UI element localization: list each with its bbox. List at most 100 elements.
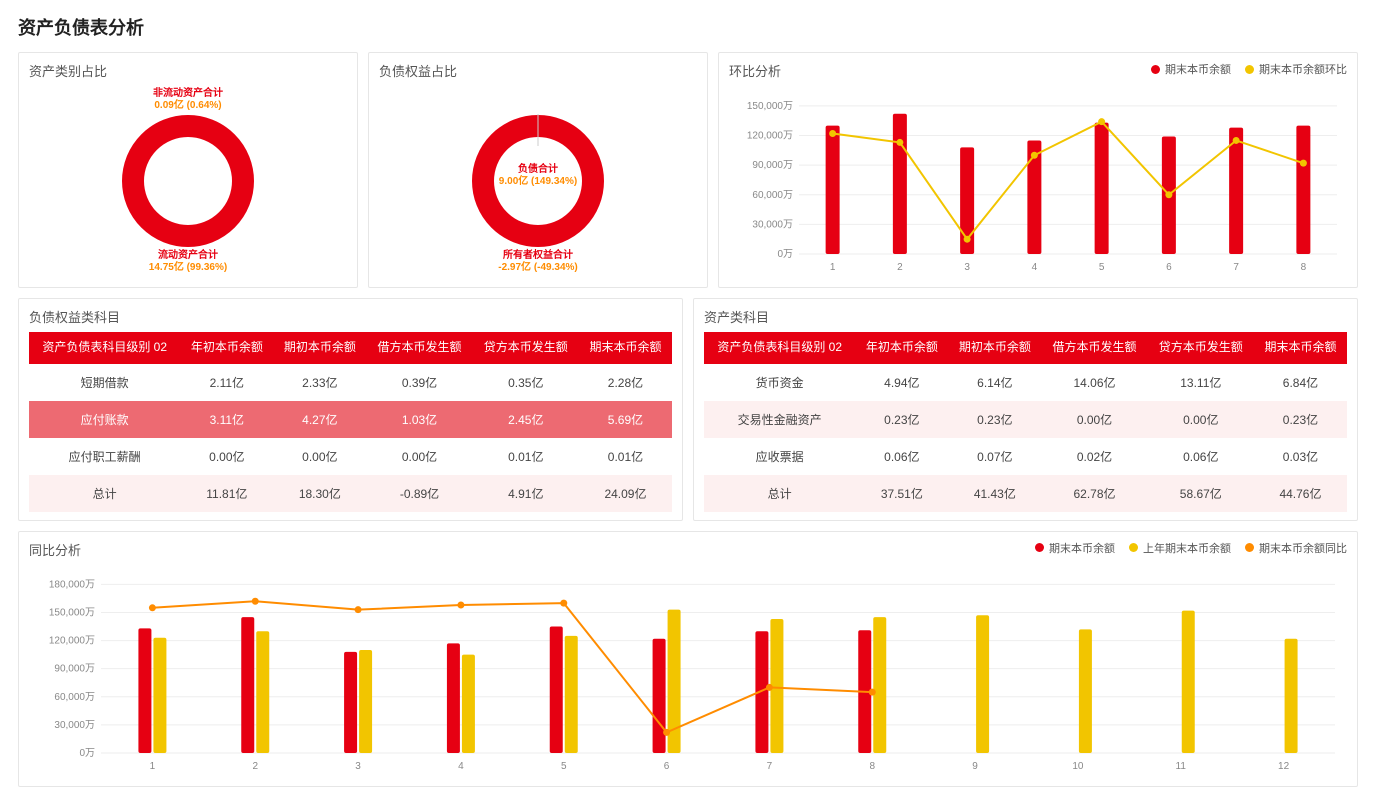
table-cell: 0.39亿	[366, 364, 472, 401]
table-row[interactable]: 应收票据0.06亿0.07亿0.02亿0.06亿0.03亿	[704, 438, 1347, 475]
svg-text:3: 3	[964, 262, 970, 273]
table-header-cell: 贷方本币发生额	[1148, 332, 1254, 364]
table-row[interactable]: 交易性金融资产0.23亿0.23亿0.00亿0.00亿0.23亿	[704, 401, 1347, 438]
table-cell: 0.03亿	[1254, 438, 1347, 475]
card-title-table1: 负债权益类科目	[29, 307, 672, 326]
svg-text:180,000万: 180,000万	[49, 579, 95, 590]
card-donut-liab: 负债权益占比 负债合计 9.00亿 (149.34%) 所有者权益合计 -2.9…	[368, 52, 708, 288]
table-row[interactable]: 应付职工薪酬0.00亿0.00亿0.00亿0.01亿0.01亿	[29, 438, 672, 475]
card-title-table2: 资产类科目	[704, 307, 1347, 326]
table-cell: 62.78亿	[1041, 475, 1147, 512]
legend-label: 期末本币余额环比	[1259, 61, 1347, 77]
legend-dot-icon	[1245, 65, 1254, 74]
table-cell: -0.89亿	[366, 475, 472, 512]
table2: 资产负债表科目级别 02年初本币余额期初本币余额借方本币发生额贷方本币发生额期末…	[704, 332, 1347, 512]
table-cell: 0.01亿	[473, 438, 579, 475]
table-header-cell: 期末本币余额	[1254, 332, 1347, 364]
table1-header-row: 资产负债表科目级别 02年初本币余额期初本币余额借方本币发生额贷方本币发生额期末…	[29, 332, 672, 364]
table-cell: 0.23亿	[855, 401, 948, 438]
table-row[interactable]: 应付账款3.11亿4.27亿1.03亿2.45亿5.69亿	[29, 401, 672, 438]
table-cell: 货币资金	[704, 364, 855, 401]
svg-text:8: 8	[1301, 262, 1307, 273]
svg-text:30,000万: 30,000万	[752, 219, 793, 230]
table-cell: 2.11亿	[180, 364, 273, 401]
table-row[interactable]: 货币资金4.94亿6.14亿14.06亿13.11亿6.84亿	[704, 364, 1347, 401]
table-cell: 应付职工薪酬	[29, 438, 180, 475]
card-title-hb: 环比分析	[729, 61, 781, 80]
table-cell: 4.27亿	[273, 401, 366, 438]
svg-text:9: 9	[972, 761, 978, 772]
row-1: 资产类别占比 非流动资产合计 0.09亿 (0.64%) 流动资产合计 14.7…	[18, 52, 1358, 288]
table-header-cell: 期末本币余额	[579, 332, 672, 364]
legend-dot-icon	[1245, 543, 1254, 552]
svg-text:60,000万: 60,000万	[752, 190, 793, 201]
svg-text:150,000万: 150,000万	[747, 101, 793, 112]
svg-text:60,000万: 60,000万	[54, 691, 95, 702]
table-cell: 58.67亿	[1148, 475, 1254, 512]
legend-item: 期末本币余额环比	[1245, 61, 1347, 77]
legend-dot-icon	[1035, 543, 1044, 552]
table-cell: 应收票据	[704, 438, 855, 475]
legend-item: 期末本币余额	[1035, 540, 1115, 556]
table-cell: 0.02亿	[1041, 438, 1147, 475]
table-cell: 41.43亿	[948, 475, 1041, 512]
table-header-cell: 资产负债表科目级别 02	[704, 332, 855, 364]
svg-text:11: 11	[1176, 761, 1187, 772]
table-row[interactable]: 短期借款2.11亿2.33亿0.39亿0.35亿2.28亿	[29, 364, 672, 401]
table-cell: 3.11亿	[180, 401, 273, 438]
hb-legend: 期末本币余额 期末本币余额环比	[1151, 61, 1347, 77]
table2-header-row: 资产负债表科目级别 02年初本币余额期初本币余额借方本币发生额贷方本币发生额期末…	[704, 332, 1347, 364]
donut1-label-bottom: 流动资产合计 14.75亿 (99.36%)	[149, 250, 227, 274]
table-cell: 37.51亿	[855, 475, 948, 512]
card-title-donut2: 负债权益占比	[379, 61, 697, 80]
table-cell: 44.76亿	[1254, 475, 1347, 512]
card-tb-chart: 同比分析 期末本币余额上年期末本币余额期末本币余额同比 0万30,000万60,…	[18, 531, 1358, 787]
legend-dot-icon	[1129, 543, 1138, 552]
table-cell: 24.09亿	[579, 475, 672, 512]
legend-item: 期末本币余额	[1151, 61, 1231, 77]
table-cell: 6.84亿	[1254, 364, 1347, 401]
table-cell: 总计	[29, 475, 180, 512]
table-cell: 4.94亿	[855, 364, 948, 401]
table-cell: 总计	[704, 475, 855, 512]
svg-text:2: 2	[252, 761, 258, 772]
svg-text:5: 5	[1099, 262, 1105, 273]
donut2-wrap: 负债合计 9.00亿 (149.34%) 所有者权益合计 -2.97亿 (-49…	[379, 86, 697, 276]
card-donut-assets: 资产类别占比 非流动资产合计 0.09亿 (0.64%) 流动资产合计 14.7…	[18, 52, 358, 288]
legend-item: 期末本币余额同比	[1245, 540, 1347, 556]
tb-legend: 期末本币余额 上年期末本币余额 期末本币余额同比	[1035, 540, 1347, 556]
svg-text:6: 6	[1166, 262, 1172, 273]
donut1-svg	[113, 106, 263, 256]
table-header-cell: 年初本币余额	[180, 332, 273, 364]
svg-text:12: 12	[1278, 761, 1290, 772]
card-title-tb: 同比分析	[29, 540, 81, 559]
svg-text:7: 7	[1233, 262, 1239, 273]
svg-text:10: 10	[1072, 761, 1084, 772]
table-cell: 0.35亿	[473, 364, 579, 401]
svg-text:4: 4	[1032, 262, 1038, 273]
legend-label: 期末本币余额同比	[1259, 540, 1347, 556]
table-header-cell: 期初本币余额	[273, 332, 366, 364]
table-cell: 0.00亿	[180, 438, 273, 475]
table-cell: 0.06亿	[855, 438, 948, 475]
table-cell: 0.00亿	[1041, 401, 1147, 438]
legend-label: 上年期末本币余额	[1143, 540, 1231, 556]
table-cell: 短期借款	[29, 364, 180, 401]
table-cell: 14.06亿	[1041, 364, 1147, 401]
table-cell: 交易性金融资产	[704, 401, 855, 438]
svg-text:120,000万: 120,000万	[747, 131, 793, 142]
table-cell: 0.00亿	[273, 438, 366, 475]
table-cell: 4.91亿	[473, 475, 579, 512]
svg-text:3: 3	[355, 761, 361, 772]
table-total-row: 总计37.51亿41.43亿62.78亿58.67亿44.76亿	[704, 475, 1347, 512]
tb-chart-svg: 0万30,000万60,000万90,000万120,000万150,000万1…	[29, 565, 1347, 775]
legend-item: 上年期末本币余额	[1129, 540, 1231, 556]
svg-text:90,000万: 90,000万	[54, 663, 95, 674]
svg-text:1: 1	[830, 262, 836, 273]
svg-text:0万: 0万	[777, 249, 793, 260]
table-cell: 0.23亿	[1254, 401, 1347, 438]
card-hb-chart: 环比分析 期末本币余额期末本币余额环比 0万30,000万60,000万90,0…	[718, 52, 1358, 288]
svg-text:120,000万: 120,000万	[49, 635, 95, 646]
table1: 资产负债表科目级别 02年初本币余额期初本币余额借方本币发生额贷方本币发生额期末…	[29, 332, 672, 512]
table-header-cell: 资产负债表科目级别 02	[29, 332, 180, 364]
